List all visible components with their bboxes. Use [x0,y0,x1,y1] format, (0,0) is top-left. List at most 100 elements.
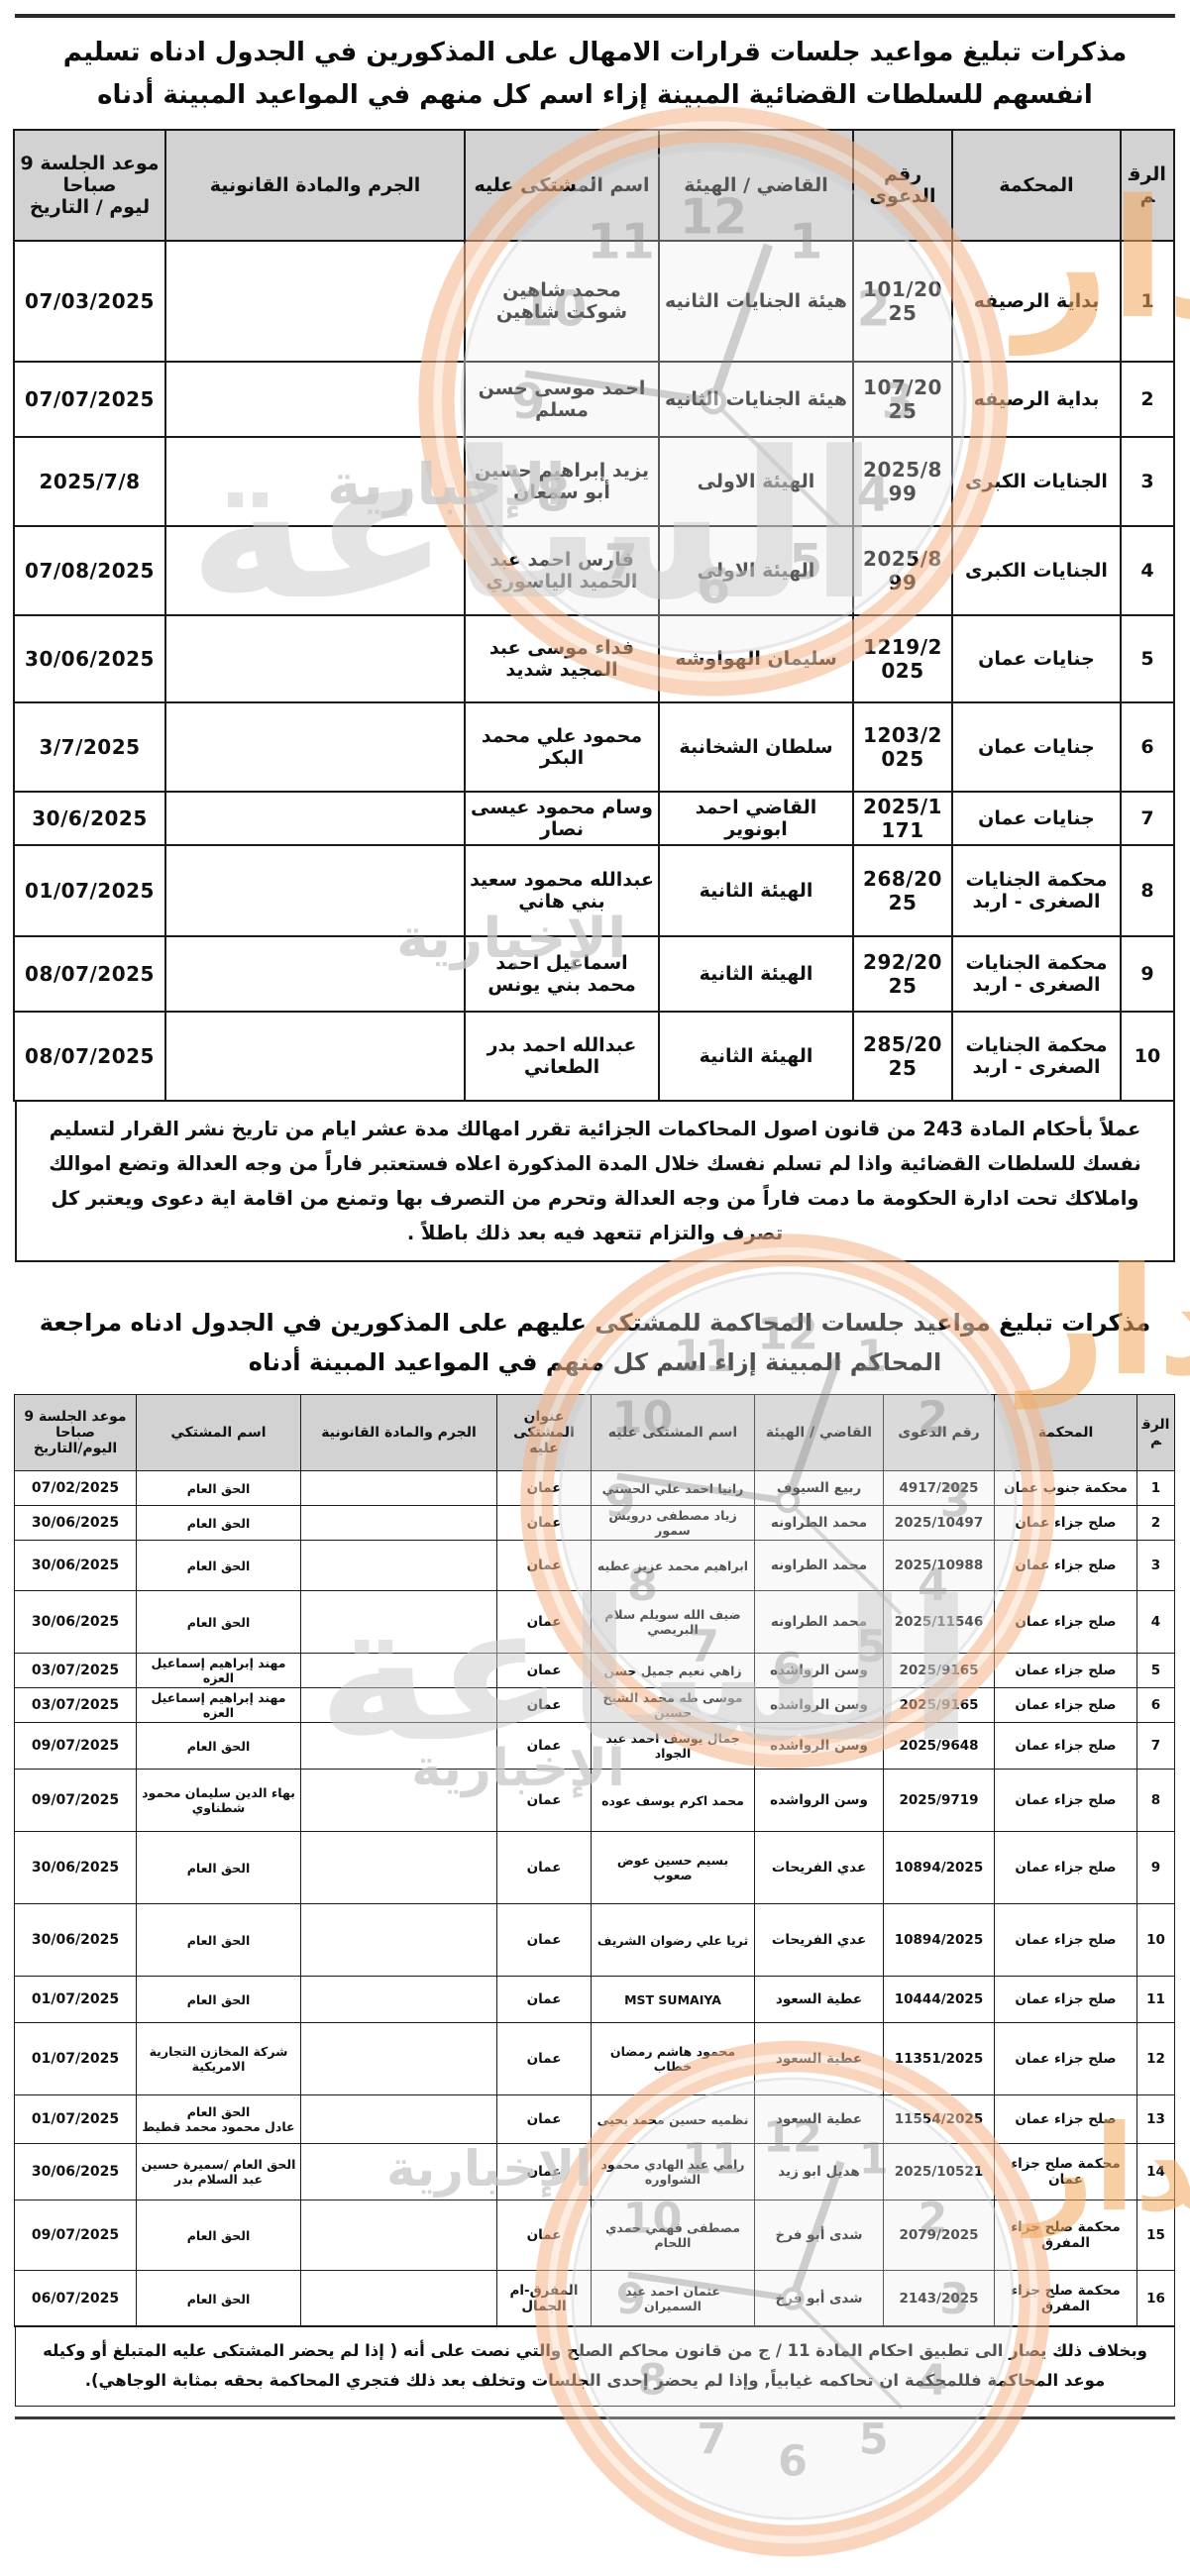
cell-case-number: 2025/11546 [883,1590,995,1655]
cell-judge-panel: عطية السعود [754,2094,884,2145]
cell-complainant-name: الحق العام [136,1831,301,1905]
cell-number: 1 [1120,239,1175,363]
document-page: مذكرات تبليغ مواعيد جلسات قرارات الامهال… [13,0,1175,2419]
cell-crime-article [164,1010,466,1102]
cell-number: 13 [1136,2094,1175,2145]
table-row: 2 بداية الرصيفه 107/2025 هيئة الجنايات ا… [13,360,1175,438]
col-judge-panel: القاضي / الهيئة [754,1394,884,1472]
cell-defendant-name: محمود علي محمد البكر [464,700,660,793]
cell-crime-article [300,1687,497,1724]
col-court: المحكمة [994,1394,1137,1472]
cell-session-date: 03/07/2025 [14,1687,137,1724]
cell-case-number: 11554/2025 [883,2094,995,2145]
cell-defendant-address: عمان [496,2200,592,2272]
cell-complainant-name: شركة المخازن التجارية الامريكية [136,2022,301,2096]
cell-judge-panel: محمد الطراونه [754,1540,884,1592]
cell-session-date: 30/06/2025 [14,2143,137,2201]
col-court: المحكمة [951,128,1122,242]
cell-number: 9 [1120,934,1175,1013]
table-row: 1 محكمة جنوب عمان 4917/2025 ربيع السيوف … [14,1470,1175,1507]
cell-judge-panel: شدى أبو فرخ [754,2270,884,2328]
cell-defendant-address: عمان [496,1540,592,1592]
table1-header: الرقم المحكمة رقم الدعوى القاضي / الهيئة… [13,128,1175,242]
col-number: الرقم [1120,128,1175,242]
cell-court: صلح جزاء عمان [994,1653,1137,1689]
cell-case-number: 1203/2025 [852,700,953,793]
cell-court: محكمة الجنايات الصغرى - اربد [951,934,1122,1013]
cell-judge-panel: ربيع السيوف [754,1470,884,1507]
cell-court: صلح جزاء عمان [994,1505,1137,1542]
cell-defendant-name: عبدالله محمود سعيد بني هاني [464,843,660,937]
cell-judge-panel: سلطان الشخانبة [658,700,854,793]
table-row: 1 بداية الرصيفه 101/2025 هيئة الجنايات ا… [13,239,1175,363]
cell-court: صلح جزاء عمان [994,1976,1137,2024]
cell-session-date: 30/6/2025 [13,790,166,846]
col-session-date: موعد الجلسة 9 صباحا ليوم / التاريخ [13,128,166,242]
cell-defendant-address: عمان [496,1976,592,2024]
cell-case-number: 2025/10521 [883,2143,995,2201]
cell-complainant-name: الحق العام [136,2270,301,2328]
cell-complainant-name: بهاء الدين سليمان محمود شطناوي [136,1769,301,1833]
cell-defendant-name: فداء موسى عبد المجيد شديد [464,613,660,703]
cell-defendant-address: عمان [496,1903,592,1978]
cell-court: بداية الرصيفه [951,360,1122,438]
cell-complainant-name: الحق العام [136,1505,301,1542]
cell-session-date: 08/07/2025 [13,1010,166,1102]
cell-number: 12 [1136,2022,1175,2096]
cell-defendant-name: اسماعيل احمد محمد بني يونس [464,934,660,1013]
table2-body: 1 محكمة جنوب عمان 4917/2025 ربيع السيوف … [14,1470,1175,2328]
cell-complainant-name: الحق العام عادل محمود محمد قطيط [136,2094,301,2145]
col-judge-panel: القاضي / الهيئة [658,128,854,242]
cell-judge-panel: وسن الرواشده [754,1722,884,1771]
cell-defendant-address: عمان [496,1769,592,1833]
cell-crime-article [300,1590,497,1655]
cell-session-date: 09/07/2025 [14,2200,137,2272]
cell-case-number: 107/2025 [852,360,953,438]
cell-defendant-address: عمان [496,1470,592,1507]
cell-session-date: 07/03/2025 [13,239,166,363]
cell-case-number: 2143/2025 [883,2270,995,2328]
cell-number: 8 [1120,843,1175,937]
cell-defendant-name: زياد مصطفى درويش سمور [591,1505,755,1542]
cell-complainant-name: الحق العام [136,1976,301,2024]
cell-crime-article [164,435,466,527]
cell-court: صلح جزاء عمان [994,1831,1137,1905]
table-row: 13 صلح جزاء عمان 11554/2025 عطية السعود … [14,2094,1175,2145]
cell-session-date: 07/07/2025 [13,360,166,438]
cell-judge-panel: الهيئة الثانية [658,1010,854,1102]
table-row: 10 صلح جزاء عمان 10894/2025 عدي الفريحات… [14,1903,1175,1978]
cell-session-date: 01/07/2025 [13,843,166,937]
table-row: 3 الجنايات الكبرى 2025/899 الهيئة الاولى… [13,435,1175,527]
table-row: 7 صلح جزاء عمان 2025/9648 وسن الرواشده ج… [14,1722,1175,1771]
cell-crime-article [300,2143,497,2201]
cell-defendant-name: ضيف الله سويلم سلام البريصي [591,1590,755,1655]
cell-session-date: 30/06/2025 [14,1505,137,1542]
cell-defendant-name: ابراهيم محمد عزيز عطيه [591,1540,755,1592]
cell-case-number: 2025/1171 [852,790,953,846]
cell-court: صلح جزاء عمان [994,1903,1137,1978]
cell-defendant-address: عمان [496,1722,592,1771]
cell-session-date: 30/06/2025 [14,1903,137,1978]
cell-crime-article [300,1470,497,1507]
cell-session-date: 01/07/2025 [14,1976,137,2024]
cell-court: جنايات عمان [951,790,1122,846]
cell-crime-article [300,1903,497,1978]
cell-session-date: 30/06/2025 [13,613,166,703]
cell-crime-article [300,1540,497,1592]
cell-crime-article [300,1831,497,1905]
cell-judge-panel: وسن الرواشده [754,1687,884,1724]
cell-case-number: 11351/2025 [883,2022,995,2096]
cell-judge-panel: وسن الرواشده [754,1653,884,1689]
cell-court: صلح جزاء عمان [994,2094,1137,2145]
cell-case-number: 2025/10988 [883,1540,995,1592]
cell-session-date: 03/07/2025 [14,1653,137,1689]
col-defendant-address: عنوان المشتكى عليه [496,1394,592,1472]
section1-title: مذكرات تبليغ مواعيد جلسات قرارات الامهال… [62,38,1128,110]
cell-case-number: 2025/9648 [883,1722,995,1771]
col-crime-article: الجرم والمادة القانونية [300,1394,497,1472]
table-row: 16 محكمة صلح جزاء المفرق 2143/2025 شدى أ… [14,2270,1175,2328]
cell-case-number: 292/2025 [852,934,953,1013]
cell-judge-panel: عدي الفريحات [754,1903,884,1978]
cell-number: 10 [1136,1903,1175,1978]
cell-complainant-name: الحق العام [136,1903,301,1978]
